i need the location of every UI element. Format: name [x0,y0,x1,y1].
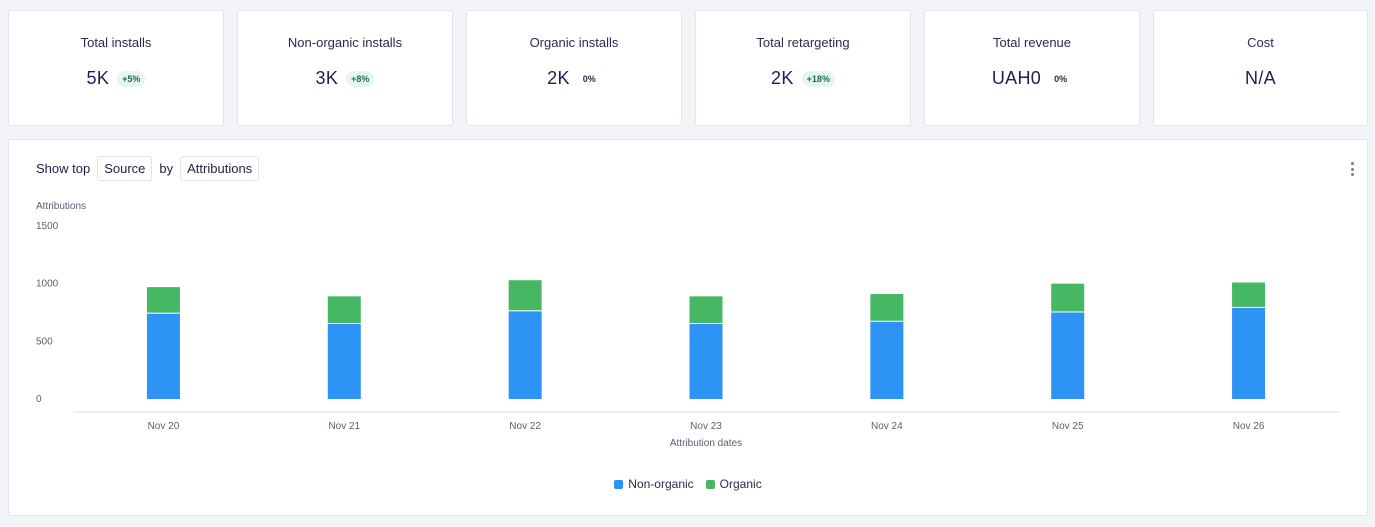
kpi-title: Total revenue [992,35,1072,50]
legend-label: Non-organic [628,477,694,491]
bar-organic [689,296,723,324]
x-tick-label: Nov 26 [1233,421,1265,432]
kpi-title: Cost [1247,35,1274,50]
chart-legend: Non-organic Organic [9,477,1367,491]
bar-organic [146,287,180,313]
kpi-title: Total installs [80,35,152,50]
y-tick-label: 1500 [36,221,59,232]
kpi-card-total-retargeting: Total retargeting 2K +18% [695,10,911,126]
chart-panel: Show top Source by Attributions Attribut… [8,139,1368,516]
kpi-card-organic-installs: Organic installs 2K 0% [466,10,682,126]
x-tick-label: Nov 20 [148,421,180,432]
kpi-change-badge: +5% [117,70,146,87]
bar-organic [508,280,542,311]
bar-organic [870,294,904,321]
bar-organic [327,296,361,324]
by-label: by [159,161,174,176]
chart-controls: Show top Source by Attributions [36,156,260,181]
kpi-title: Total retargeting [756,35,850,50]
kpi-value: N/A [1245,68,1276,88]
show-top-label: Show top [36,161,91,176]
x-axis-title: Attribution dates [670,438,742,449]
legend-label: Organic [719,477,762,491]
dimension-selector[interactable]: Source [97,156,153,181]
bar-non-organic [1051,312,1085,399]
bar-organic [1051,283,1085,312]
bar-organic [1232,282,1266,307]
kpi-title: Organic installs [529,35,619,50]
attributions-chart: Attributions 0 500 1000 1500 Nov 20 Nov 21 Nov … [36,201,1339,449]
kpi-value: 3K [315,68,339,88]
x-tick-label: Nov 25 [1052,421,1084,432]
bar-non-organic [508,311,542,399]
kpi-card-total-installs: Total installs 5K +5% [8,10,224,126]
kpi-title: Non-organic installs [287,35,403,50]
legend-swatch-organic [705,479,715,489]
kpi-change-badge: +8% [346,70,375,87]
legend-swatch-non-organic [614,479,624,489]
kpi-value: 2K [547,68,570,88]
y-tick-label: 1000 [36,279,59,290]
bar-non-organic [327,324,361,399]
kpi-value: UAH0 [991,68,1042,88]
kpi-card-non-organic-installs: Non-organic installs 3K +8% [237,10,453,126]
legend-item-organic[interactable]: Organic [705,477,762,491]
kpi-card-cost: Cost N/A [1153,10,1368,126]
kpi-card-total-revenue: Total revenue UAH0 0% [924,10,1140,126]
kpi-value: 2K [771,68,794,88]
bar-non-organic [870,321,904,399]
kpi-value: 5K [86,68,110,88]
kpi-change-badge: 0% [1054,73,1068,84]
x-tick-label: Nov 23 [690,421,722,432]
bar-non-organic [1232,307,1266,399]
legend-item-non-organic[interactable]: Non-organic [614,477,694,491]
more-options-icon[interactable] [1349,162,1355,176]
kpi-change-badge: 0% [582,73,596,84]
y-axis-title: Attributions [36,201,86,212]
y-tick-label: 0 [36,394,42,405]
y-tick-label: 500 [36,336,53,347]
x-tick-label: Nov 21 [328,421,360,432]
x-tick-label: Nov 22 [509,421,541,432]
bar-non-organic [689,324,723,399]
metric-selector[interactable]: Attributions [180,156,260,181]
kpi-change-badge: +18% [801,70,835,87]
x-tick-label: Nov 24 [871,421,903,432]
bar-non-organic [146,313,180,399]
